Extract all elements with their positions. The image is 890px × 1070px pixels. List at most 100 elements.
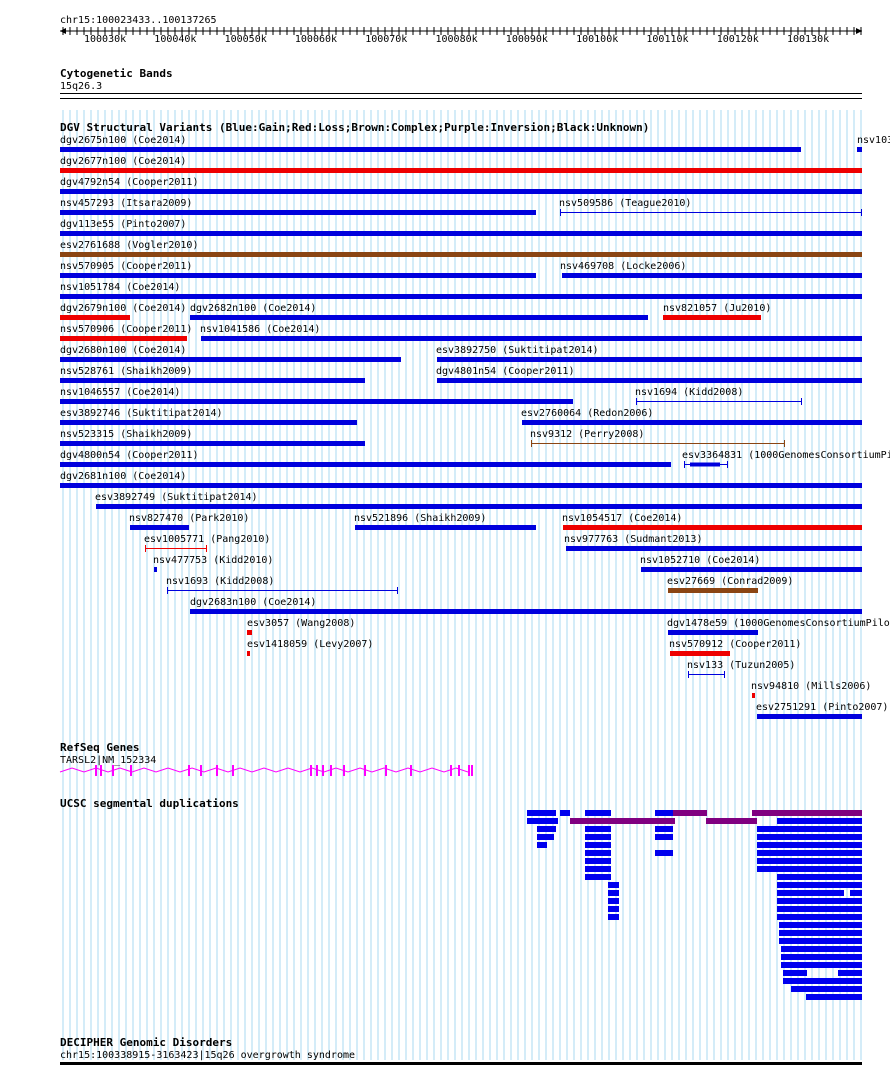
dgv-variant-bar[interactable] [60, 294, 862, 299]
dgv-variant-label[interactable]: nsv827470 (Park2010) [129, 513, 250, 524]
dgv-variant-label[interactable]: nsv1052710 (Coe2014) [640, 555, 761, 566]
dgv-variant-label[interactable]: nsv570912 (Cooper2011) [669, 639, 802, 650]
dgv-variant-bar[interactable] [96, 504, 862, 509]
segdup-block[interactable] [537, 834, 554, 840]
dgv-variant-label[interactable]: nsv509586 (Teague2010) [559, 198, 692, 209]
dgv-variant-label[interactable]: nsv457293 (Itsara2009) [60, 198, 193, 209]
segdup-block[interactable] [585, 810, 611, 816]
segdup-block[interactable] [757, 834, 862, 840]
dgv-variant-label[interactable]: dgv4800n54 (Cooper2011) [60, 450, 199, 461]
dgv-variant-label[interactable]: nsv9312 (Perry2008) [530, 429, 645, 440]
dgv-variant-label[interactable]: esv3364831 (1000GenomesConsortiumPi [682, 450, 890, 461]
dgv-variant-bar[interactable] [752, 693, 755, 698]
dgv-variant-label[interactable]: dgv2680n100 (Coe2014) [60, 345, 187, 356]
dgv-variant-label[interactable]: esv3892750 (Suktitipat2014) [436, 345, 599, 356]
segdup-block[interactable] [608, 898, 619, 904]
segdup-block[interactable] [585, 826, 611, 832]
segdup-block[interactable] [752, 810, 862, 816]
segdup-block[interactable] [608, 882, 619, 888]
dgv-variant-bar[interactable] [60, 336, 187, 341]
segdup-block[interactable] [570, 818, 675, 824]
refseq-gene-model[interactable] [0, 762, 890, 782]
segdup-block[interactable] [585, 874, 611, 880]
dgv-variant-label[interactable]: nsv1046557 (Coe2014) [60, 387, 181, 398]
segdup-block[interactable] [777, 914, 862, 920]
dgv-variant-label[interactable]: esv1005771 (Pang2010) [144, 534, 271, 545]
segdup-block[interactable] [779, 922, 862, 928]
dgv-variant-bar[interactable] [190, 315, 648, 320]
dgv-variant-label[interactable]: esv3892746 (Suktitipat2014) [60, 408, 223, 419]
dgv-variant-range[interactable] [144, 545, 208, 552]
segdup-block[interactable] [585, 842, 611, 848]
dgv-variant-label[interactable]: dgv4801n54 (Cooper2011) [436, 366, 575, 377]
dgv-variant-bar[interactable] [522, 420, 862, 425]
dgv-variant-bar[interactable] [60, 378, 365, 383]
dgv-variant-bar[interactable] [60, 441, 365, 446]
dgv-variant-bar[interactable] [130, 525, 189, 530]
segdup-block[interactable] [779, 930, 862, 936]
segdup-block[interactable] [777, 906, 862, 912]
segdup-block[interactable] [537, 842, 547, 848]
dgv-variant-range[interactable] [530, 440, 786, 447]
segdup-block[interactable] [757, 842, 862, 848]
dgv-variant-bar[interactable] [201, 336, 862, 341]
segdup-block[interactable] [783, 978, 862, 984]
dgv-variant-bar[interactable] [247, 630, 252, 635]
dgv-variant-bar[interactable] [437, 357, 862, 362]
dgv-variant-label[interactable]: nsv1054517 (Coe2014) [562, 513, 683, 524]
dgv-variant-label[interactable]: nsv1041586 (Coe2014) [200, 324, 321, 335]
dgv-variant-label[interactable]: nsv821057 (Ju2010) [663, 303, 772, 314]
segdup-block[interactable] [781, 962, 862, 968]
segdup-block[interactable] [791, 986, 862, 992]
dgv-variant-label[interactable]: dgv1478e59 (1000GenomesConsortiumPilo [667, 618, 890, 629]
dgv-variant-bar[interactable] [668, 588, 758, 593]
dgv-variant-bar[interactable] [247, 651, 250, 656]
segdup-block[interactable] [585, 850, 611, 856]
dgv-variant-bar[interactable] [60, 483, 862, 488]
dgv-variant-bar[interactable] [757, 714, 862, 719]
segdup-block[interactable] [757, 826, 862, 832]
dgv-variant-label[interactable]: esv2751291 (Pinto2007) [756, 702, 889, 713]
dgv-variant-label[interactable]: esv3057 (Wang2008) [247, 618, 356, 629]
dgv-variant-label[interactable]: nsv521896 (Shaikh2009) [354, 513, 487, 524]
decipher-item-label[interactable]: chr15:100338915-3163423|15q26 overgrowth… [60, 1050, 356, 1061]
dgv-variant-label[interactable]: dgv113e55 (Pinto2007) [60, 219, 187, 230]
segdup-block[interactable] [608, 914, 619, 920]
segdup-block[interactable] [706, 818, 757, 824]
segdup-block[interactable] [527, 818, 558, 824]
segdup-block[interactable] [655, 834, 673, 840]
segdup-block[interactable] [783, 970, 807, 976]
dgv-variant-bar[interactable] [190, 609, 862, 614]
segdup-block[interactable] [777, 890, 844, 896]
dgv-variant-bar[interactable] [562, 273, 862, 278]
dgv-variant-label[interactable]: nsv477753 (Kidd2010) [153, 555, 274, 566]
segdup-block[interactable] [777, 818, 862, 824]
dgv-variant-bar[interactable] [60, 420, 357, 425]
dgv-variant-bar[interactable] [563, 525, 862, 530]
dgv-variant-label[interactable]: nsv1051784 (Coe2014) [60, 282, 181, 293]
dgv-variant-label[interactable]: nsv133 (Tuzun2005) [687, 660, 796, 671]
segdup-block[interactable] [527, 810, 556, 816]
dgv-variant-bar[interactable] [857, 147, 862, 152]
dgv-variant-label[interactable]: dgv2683n100 (Coe2014) [190, 597, 317, 608]
dgv-variant-label[interactable]: dgv4792n54 (Cooper2011) [60, 177, 199, 188]
segdup-block[interactable] [673, 810, 707, 816]
segdup-block[interactable] [838, 970, 862, 976]
dgv-variant-bar[interactable] [60, 168, 862, 173]
dgv-variant-label[interactable]: nsv1693 (Kidd2008) [166, 576, 275, 587]
dgv-variant-label[interactable]: esv27669 (Conrad2009) [667, 576, 794, 587]
dgv-variant-label[interactable]: dgv2679n100 (Coe2014) [60, 303, 187, 314]
decipher-item-bar[interactable] [60, 1062, 862, 1065]
dgv-variant-bar[interactable] [437, 378, 862, 383]
dgv-variant-bar[interactable] [60, 273, 536, 278]
dgv-variant-label[interactable]: dgv2681n100 (Coe2014) [60, 471, 187, 482]
dgv-variant-bar[interactable] [60, 147, 801, 152]
dgv-variant-label[interactable]: nsv94810 (Mills2006) [751, 681, 872, 692]
dgv-variant-label[interactable]: nsv570906 (Cooper2011) [60, 324, 193, 335]
dgv-variant-bar[interactable] [641, 567, 862, 572]
dgv-variant-label[interactable]: nsv1694 (Kidd2008) [635, 387, 744, 398]
segdup-block[interactable] [777, 898, 862, 904]
dgv-variant-label[interactable]: dgv2677n100 (Coe2014) [60, 156, 187, 167]
segdup-block[interactable] [757, 850, 862, 856]
dgv-variant-label[interactable]: esv2761688 (Vogler2010) [60, 240, 199, 251]
